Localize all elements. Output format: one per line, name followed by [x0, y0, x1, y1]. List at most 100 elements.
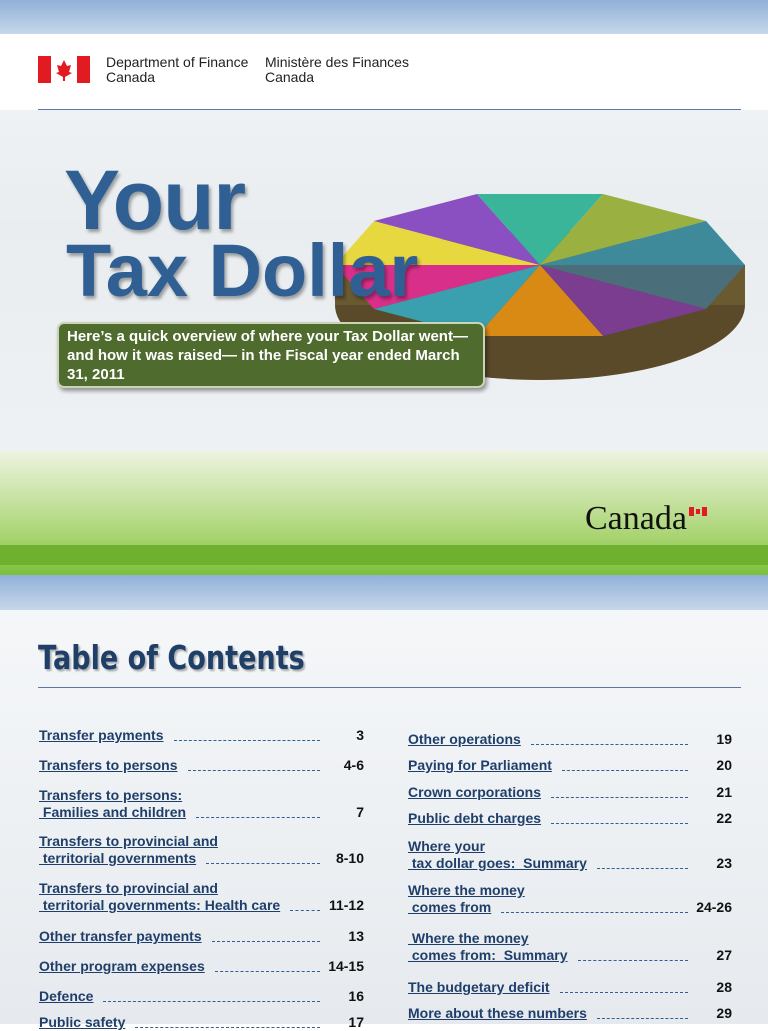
header	[0, 34, 768, 110]
green-stripe	[0, 545, 768, 565]
toc-title: Table of Contents	[38, 638, 305, 677]
toc-entry: comes from: Summary	[408, 947, 568, 964]
entry-text: Paying for Parliament	[408, 757, 552, 773]
intro-box: Here’s a quick overview of where your Ta…	[57, 322, 485, 388]
toc-entry: Families and children	[39, 804, 186, 821]
toc-entry: Transfers to persons	[39, 757, 178, 774]
page-number: 20	[716, 757, 732, 773]
leader	[559, 992, 688, 993]
toc-entry: Other program expenses	[39, 958, 205, 975]
toc-entry: Defence	[39, 988, 93, 1005]
title: Your	[64, 153, 246, 247]
toc-entry: Where the money	[408, 882, 525, 899]
toc-entry: The budgetary deficit	[408, 979, 550, 996]
toc-entry: Transfers to provincial and	[39, 880, 218, 897]
leader	[530, 744, 688, 745]
rule	[38, 687, 741, 688]
leader	[135, 1027, 320, 1028]
page-number: 7	[356, 804, 364, 820]
top-band	[0, 575, 768, 610]
entry-text: Transfers to persons	[39, 757, 178, 773]
page-number: 16	[348, 988, 364, 1004]
toc-entry: Crown corporations	[408, 784, 541, 801]
leader	[551, 823, 688, 824]
entry-text: territorial governments	[39, 850, 197, 866]
page-number: 14-15	[328, 958, 364, 974]
entry-text: Transfer payments	[39, 727, 164, 743]
entry-text: Other program expenses	[39, 958, 205, 974]
leader	[214, 971, 320, 972]
leader	[103, 1001, 320, 1002]
entry-text: Other operations	[408, 731, 521, 747]
top-band	[0, 0, 768, 34]
page-number: 22	[716, 810, 732, 826]
text: Ministère des Finances	[265, 54, 409, 70]
toc-entry: Transfers to provincial and	[39, 833, 218, 850]
toc-slide	[0, 575, 768, 1024]
department-fr: Ministère des Finances Canada	[265, 55, 409, 85]
page-number: 29	[716, 1005, 732, 1021]
page-number: 13	[348, 928, 364, 944]
page-number: 28	[716, 979, 732, 995]
entry-text: comes from	[408, 899, 492, 915]
entry-text: More about these numbers	[408, 1005, 587, 1021]
title: Tax Dollar	[66, 229, 419, 312]
text: Canada	[265, 69, 315, 85]
entry-text: The budgetary deficit	[408, 979, 550, 995]
flag	[38, 56, 90, 83]
toc-entry: Other transfer payments	[39, 928, 202, 945]
toc-entry: More about these numbers	[408, 1005, 587, 1022]
entry-text: Other transfer payments	[39, 928, 202, 944]
page-number: 24-26	[696, 899, 732, 915]
leader	[187, 770, 320, 771]
entry-text: comes from: Summary	[408, 947, 568, 963]
toc-entry: Where the money	[408, 930, 529, 947]
department-en: Department of Finance Canada	[106, 55, 248, 85]
toc-entry: territorial governments	[39, 850, 196, 867]
entry-text: Crown corporations	[408, 784, 542, 800]
toc-entry: Public debt charges	[408, 810, 541, 827]
page-number: 27	[716, 947, 732, 963]
leader	[196, 817, 320, 818]
toc-entry: territorial governments: Health care	[39, 897, 280, 914]
toc-entry: Public safety	[39, 1014, 125, 1031]
entry-text: Where the money	[408, 930, 529, 946]
toc-entry: Paying for Parliament	[408, 757, 552, 774]
leader	[577, 960, 688, 961]
page-number: 23	[716, 855, 732, 871]
page-number: 21	[716, 784, 732, 800]
entry-text: Where the money	[408, 882, 525, 898]
rule	[38, 109, 741, 110]
text: Canada	[106, 69, 156, 85]
entry-text: Where your	[408, 838, 486, 854]
leader	[206, 863, 320, 864]
cover-slide: Department of Finance Canada Ministère de…	[0, 0, 768, 575]
leader	[173, 740, 320, 741]
page-number: 11-12	[328, 897, 364, 913]
toc-entry: comes from	[408, 899, 491, 916]
toc-entry: tax dollar goes: Summary	[408, 855, 587, 872]
leader	[501, 912, 688, 913]
toc-entry: Other operations	[408, 731, 521, 748]
toc-entry: Where your	[408, 838, 485, 855]
entry-text: Families and children	[39, 804, 187, 820]
page-number: 4-6	[343, 757, 364, 773]
leader	[596, 1018, 688, 1019]
entry-text: territorial governments: Health care	[39, 897, 281, 913]
toc-entry: Transfers to persons:	[39, 787, 182, 804]
pie-illustration	[335, 194, 745, 380]
leader	[596, 868, 688, 869]
wordmark: Canada	[585, 500, 687, 537]
page-number: 8-10	[335, 850, 364, 866]
toc-entry: Transfer payments	[39, 727, 164, 744]
entry-text: Transfers to persons:	[39, 787, 183, 803]
entry-text: Public safety	[39, 1014, 126, 1030]
entry-text: Transfers to provincial and	[39, 880, 218, 896]
leader	[211, 941, 320, 942]
entry-text: Transfers to provincial and	[39, 833, 218, 849]
entry-text: Defence	[39, 988, 94, 1004]
wordmark-flag	[689, 507, 707, 516]
page-number: 19	[716, 731, 732, 747]
text: Department of Finance	[106, 54, 249, 70]
